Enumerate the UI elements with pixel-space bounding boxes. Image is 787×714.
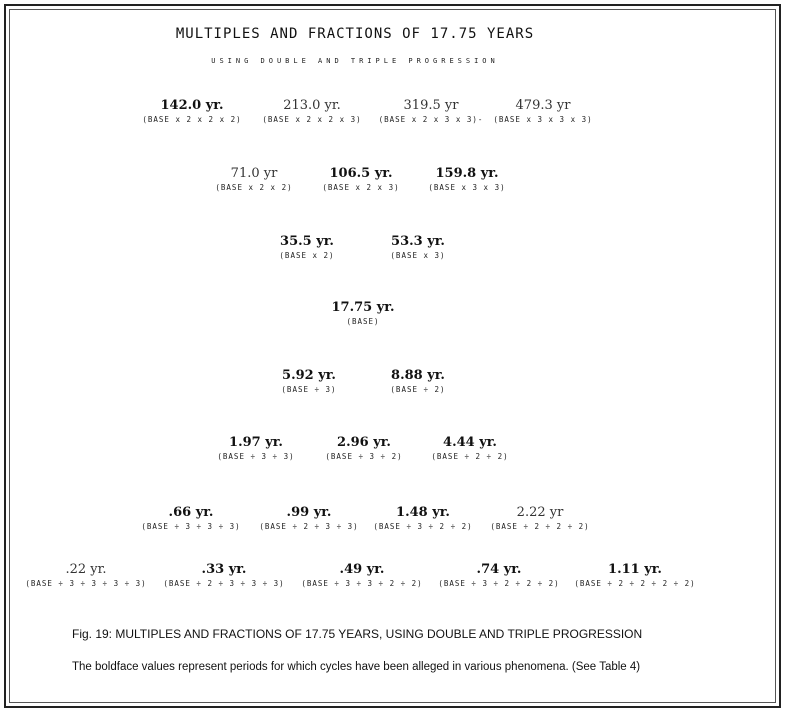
node-value: 319.5 yr [403, 98, 459, 113]
node-formula: (BASE ÷ 2 ÷ 2 ÷ 2 ÷ 2) [574, 579, 696, 588]
node-2-96: 2.96 yr. (BASE ÷ 3 ÷ 2) [325, 435, 402, 463]
node-value: .66 yr. [168, 505, 214, 520]
node-0-66: .66 yr. (BASE ÷ 3 ÷ 3 ÷ 3) [141, 505, 240, 533]
node-formula: (BASE ÷ 3 ÷ 3 ÷ 3) [141, 522, 241, 531]
figure-title: MULTIPLES AND FRACTIONS OF 17.75 YEARS [175, 26, 535, 42]
node-0-74: .74 yr. (BASE ÷ 3 ÷ 2 ÷ 2 ÷ 2) [438, 562, 559, 590]
node-formula: (BASE ÷ 2 ÷ 3 ÷ 3) [259, 522, 359, 531]
node-formula: (BASE ÷ 3 ÷ 3 ÷ 3 ÷ 3) [25, 579, 147, 588]
node-0-99: .99 yr. (BASE ÷ 2 ÷ 3 ÷ 3) [259, 505, 358, 533]
node-formula: (BASE x 2) [279, 251, 335, 260]
figure-caption: Fig. 19: MULTIPLES AND FRACTIONS OF 17.7… [72, 627, 643, 641]
node-1-97: 1.97 yr. (BASE ÷ 3 ÷ 3) [217, 435, 294, 463]
node-value: 479.3 yr [515, 98, 571, 113]
node-35-5: 35.5 yr. (BASE x 2) [279, 234, 334, 262]
outer-border [4, 4, 781, 708]
node-value: 17.75 yr. [331, 300, 395, 315]
node-formula: (BASE ÷ 3 ÷ 3) [217, 452, 295, 461]
node-formula: (BASE x 2 x 3) [322, 183, 400, 192]
node-value: 5.92 yr. [282, 368, 336, 383]
node-53-3: 53.3 yr. (BASE x 3) [390, 234, 445, 262]
node-formula: (BASE ÷ 3 ÷ 3 ÷ 2 ÷ 2) [301, 579, 423, 588]
node-213-0: 213.0 yr. (BASE x 2 x 2 x 3) [262, 98, 361, 126]
node-value: 1.97 yr. [229, 435, 283, 450]
node-value: 1.48 yr. [396, 505, 450, 520]
node-value: .99 yr. [286, 505, 332, 520]
node-formula: (BASE x 2 x 3 x 3)- [378, 115, 484, 124]
node-value: 1.11 yr. [608, 562, 662, 577]
node-formula: (BASE ÷ 2 ÷ 3 ÷ 3 ÷ 3) [163, 579, 285, 588]
figure-note: The boldface values represent periods fo… [72, 661, 641, 673]
node-formula: (BASE x 3 x 3) [428, 183, 506, 192]
node-479-3: 479.3 yr (BASE x 3 x 3 x 3) [493, 98, 592, 126]
node-formula: (BASE ÷ 3) [281, 385, 337, 394]
node-value: 71.0 yr [230, 166, 278, 181]
node-value: .33 yr. [201, 562, 247, 577]
node-formula: (BASE x 2 x 2) [215, 183, 293, 192]
node-formula: (BASE x 3 x 3 x 3) [493, 115, 593, 124]
node-159-8: 159.8 yr. (BASE x 3 x 3) [428, 166, 505, 194]
node-106-5: 106.5 yr. (BASE x 2 x 3) [322, 166, 399, 194]
node-1-48: 1.48 yr. (BASE ÷ 3 ÷ 2 ÷ 2) [373, 505, 472, 533]
node-value: 2.22 yr [516, 505, 564, 520]
node-value: 2.96 yr. [337, 435, 391, 450]
node-1-11: 1.11 yr. (BASE ÷ 2 ÷ 2 ÷ 2 ÷ 2) [574, 562, 695, 590]
node-formula: (BASE ÷ 2 ÷ 2 ÷ 2) [490, 522, 590, 531]
node-formula: (BASE x 2 x 2 x 3) [262, 115, 362, 124]
inner-border [9, 9, 776, 703]
node-value: 4.44 yr. [443, 435, 497, 450]
node-formula: (BASE x 2 x 2 x 2) [142, 115, 242, 124]
node-formula: (BASE ÷ 2) [390, 385, 446, 394]
node-8-88: 8.88 yr. (BASE ÷ 2) [390, 368, 445, 396]
node-value: 35.5 yr. [280, 234, 334, 249]
node-71-0: 71.0 yr (BASE x 2 x 2) [215, 166, 292, 194]
node-value: 8.88 yr. [391, 368, 445, 383]
node-value: .22 yr. [65, 562, 107, 577]
node-value: 213.0 yr. [283, 98, 341, 113]
node-value: 142.0 yr. [160, 98, 224, 113]
node-319-5: 319.5 yr (BASE x 2 x 3 x 3)- [379, 98, 484, 126]
node-5-92: 5.92 yr. (BASE ÷ 3) [281, 368, 336, 396]
node-0-22: .22 yr. (BASE ÷ 3 ÷ 3 ÷ 3 ÷ 3) [25, 562, 146, 590]
node-0-33: .33 yr. (BASE ÷ 2 ÷ 3 ÷ 3 ÷ 3) [163, 562, 284, 590]
node-0-49: .49 yr. (BASE ÷ 3 ÷ 3 ÷ 2 ÷ 2) [301, 562, 422, 590]
node-formula: (BASE) [346, 317, 380, 326]
figure-subtitle: USING DOUBLE AND TRIPLE PROGRESSION [211, 57, 499, 65]
node-formula: (BASE ÷ 2 ÷ 2) [431, 452, 509, 461]
node-formula: (BASE x 3) [390, 251, 446, 260]
node-value: 53.3 yr. [391, 234, 445, 249]
node-value: .74 yr. [476, 562, 522, 577]
node-value: .49 yr. [339, 562, 385, 577]
node-value: 159.8 yr. [435, 166, 499, 181]
node-base-17-75: 17.75 yr. (BASE) [332, 300, 395, 328]
node-4-44: 4.44 yr. (BASE ÷ 2 ÷ 2) [431, 435, 508, 463]
node-142-0: 142.0 yr. (BASE x 2 x 2 x 2) [142, 98, 241, 126]
node-2-22: 2.22 yr (BASE ÷ 2 ÷ 2 ÷ 2) [490, 505, 589, 533]
node-formula: (BASE ÷ 3 ÷ 2 ÷ 2) [373, 522, 473, 531]
node-formula: (BASE ÷ 3 ÷ 2 ÷ 2 ÷ 2) [438, 579, 560, 588]
node-value: 106.5 yr. [329, 166, 393, 181]
node-formula: (BASE ÷ 3 ÷ 2) [325, 452, 403, 461]
